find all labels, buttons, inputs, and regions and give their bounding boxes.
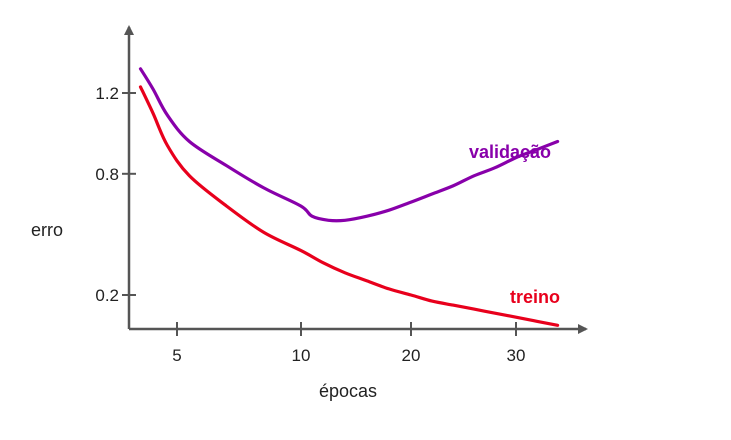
y-ticks: 0.2 0.8 1.2	[95, 84, 136, 305]
series-line-validacao	[138, 67, 560, 223]
y-tick-label: 0.8	[95, 165, 119, 184]
y-tick-label: 1.2	[95, 84, 119, 103]
x-tick-label: 5	[172, 346, 181, 365]
plot-area: 5 10 20 30 0.2 0.8 1.2	[95, 25, 588, 365]
x-tick-label: 10	[292, 346, 311, 365]
x-axis-title: épocas	[319, 381, 377, 401]
series-label-validacao: validação	[469, 142, 551, 162]
x-tick-label: 20	[402, 346, 421, 365]
series-lines	[138, 67, 560, 327]
series-label-treino: treino	[510, 287, 560, 307]
series-labels: validação treino	[469, 142, 560, 307]
series-line-treino	[138, 85, 560, 327]
x-ticks: 5 10 20 30	[172, 322, 525, 365]
y-tick-label: 0.2	[95, 286, 119, 305]
y-axis-title: erro	[31, 220, 63, 240]
x-tick-label: 30	[507, 346, 526, 365]
